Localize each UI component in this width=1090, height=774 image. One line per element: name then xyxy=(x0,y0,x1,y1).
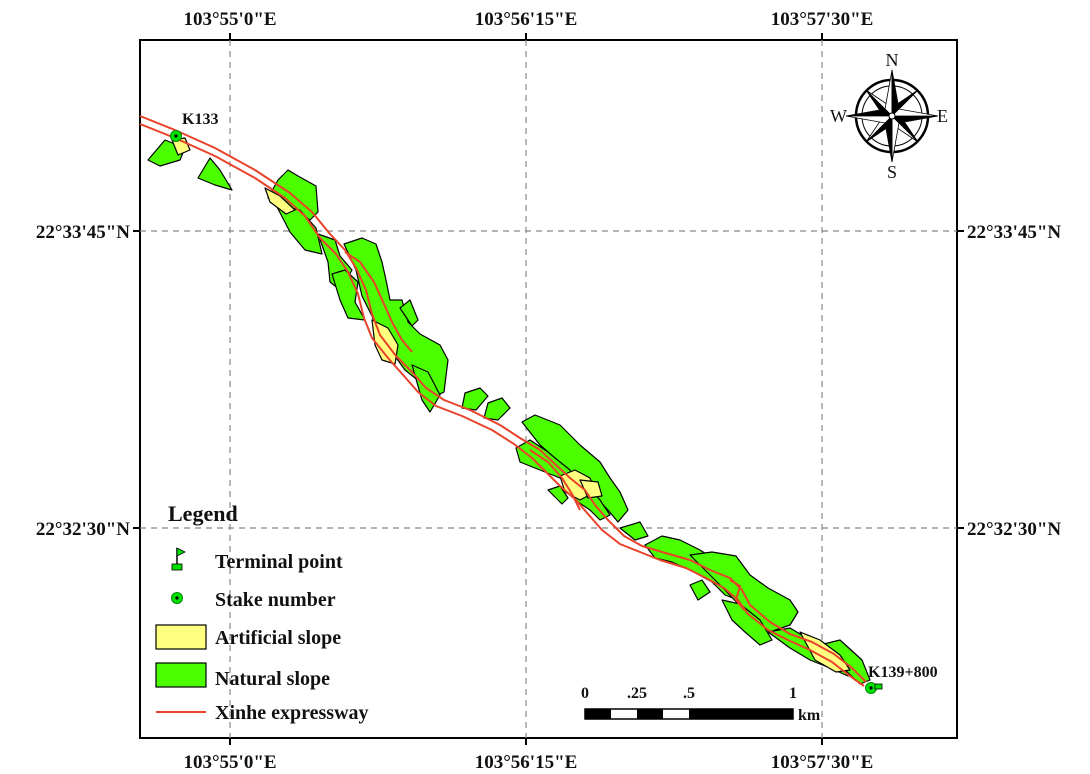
stake-marker-end xyxy=(865,682,883,694)
x-tick-top-1: 103°55'0"E xyxy=(183,9,276,30)
scale-label-1: 1 xyxy=(789,685,797,702)
x-tick-top-2: 103°56'15"E xyxy=(475,9,578,30)
scale-label-05: .5 xyxy=(683,685,695,702)
y-tick-left-2: 22°32'30"N xyxy=(36,519,130,540)
scale-label-025: .25 xyxy=(627,685,647,702)
map-frame xyxy=(139,39,958,739)
scale-label-0: 0 xyxy=(581,685,589,702)
x-tick-bottom-3: 103°57'30"E xyxy=(771,752,874,773)
stake-dot-icon xyxy=(171,592,183,604)
legend-item-artificial-slope: Artificial slope xyxy=(215,627,341,649)
legend-item-natural-slope: Natural slope xyxy=(215,668,330,690)
stake-label-start: K133 xyxy=(182,111,218,128)
natural-slope-swatch xyxy=(155,662,207,688)
graticule xyxy=(140,40,957,738)
y-tick-left-1: 22°33'45"N xyxy=(36,222,130,243)
x-tick-top-3: 103°57'30"E xyxy=(771,9,874,30)
artificial-slope-swatch xyxy=(155,624,207,650)
scale-unit: km xyxy=(798,707,821,724)
legend-item-terminal-point: Terminal point xyxy=(215,551,343,573)
legend: Legend Terminal point Stake number Artif… xyxy=(155,501,369,724)
compass-west-label: W xyxy=(830,106,847,126)
y-tick-right-2: 22°32'30"N xyxy=(967,519,1061,540)
north-arrow-icon xyxy=(845,69,939,163)
legend-item-stake-number: Stake number xyxy=(215,589,336,611)
y-tick-right-1: 22°33'45"N xyxy=(967,222,1061,243)
x-tick-bottom-1: 103°55'0"E xyxy=(183,752,276,773)
stake-marker-start xyxy=(170,130,182,142)
stake-label-end: K139+800 xyxy=(868,664,938,681)
xinhe-expressway xyxy=(139,115,867,687)
legend-title: Legend xyxy=(168,501,238,526)
compass-north-label: N xyxy=(886,50,899,70)
flag-icon xyxy=(171,547,186,571)
x-tick-bottom-2: 103°56'15"E xyxy=(475,752,578,773)
compass-east-label: E xyxy=(937,106,948,126)
scale-bar: 0 .25 .5 1 km xyxy=(581,685,821,724)
legend-item-xinhe-expressway: Xinhe expressway xyxy=(215,702,369,724)
compass-south-label: S xyxy=(887,162,897,182)
frame-ticks xyxy=(133,33,964,745)
